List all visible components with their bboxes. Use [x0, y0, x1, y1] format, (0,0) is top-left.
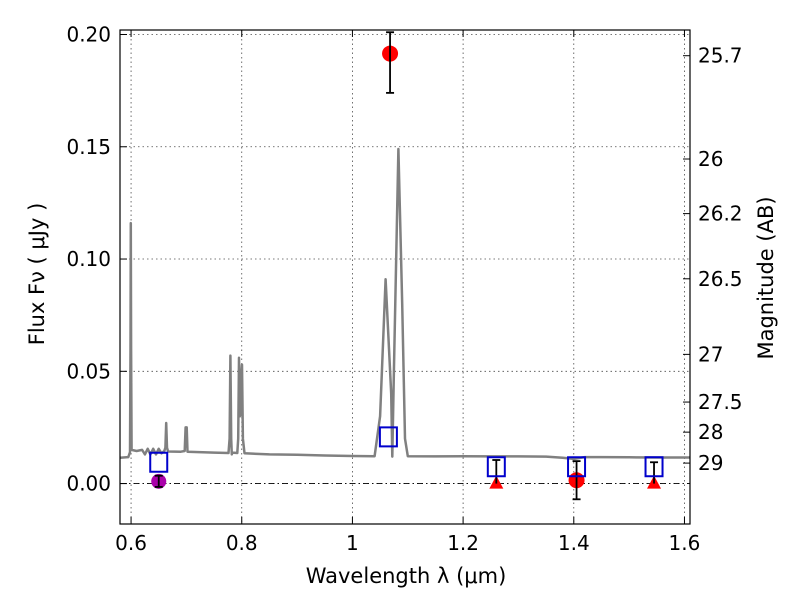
x-tick-label: 1.2: [447, 531, 479, 555]
model-photometry-square: [644, 456, 664, 478]
x-axis-label: Wavelength λ (μm): [306, 564, 507, 588]
magnitude-tick-label: 26: [698, 147, 723, 171]
x-tick-label: 1.4: [558, 531, 590, 555]
magnitude-tick-label: 27.5: [698, 390, 743, 414]
magnitude-axis-label: Magnitude (AB): [754, 196, 778, 359]
y-tick-label: 0.20: [66, 22, 111, 46]
grid-lines: [120, 30, 690, 524]
x-tick-label: 0.8: [226, 531, 258, 555]
magnitude-tick-label: 26.5: [698, 267, 743, 291]
magnitude-tick-label: 28: [698, 420, 723, 444]
magnitude-tick-label: 26.2: [698, 202, 743, 226]
model-spectrum-line: [119, 147, 690, 461]
x-tick-label: 1.6: [669, 531, 701, 555]
x-tick-label: 0.6: [115, 531, 147, 555]
magnitude-tick-label: 27: [698, 342, 723, 366]
y-tick-label: 0.10: [66, 247, 111, 271]
model-photometry-square: [567, 456, 587, 478]
plot-frame: [119, 29, 691, 525]
photometry-points: [149, 31, 664, 501]
y-tick-label: 0.15: [66, 135, 111, 159]
model-photometry-square: [149, 451, 169, 473]
y-tick-label: 0.05: [66, 359, 111, 383]
model-photometry-square: [378, 426, 398, 448]
magnitude-tick-label: 25.7: [698, 44, 743, 68]
y-tick-label: 0.00: [66, 472, 111, 496]
y-axis-label: Flux Fν ( μJy ): [25, 203, 49, 346]
x-tick-label: 1: [346, 531, 359, 555]
model-photometry-square: [486, 456, 506, 478]
magnitude-tick-label: 29: [698, 451, 723, 475]
axis-ticks: 0.6 0.8 1 1.2 1.4 1.6 0.00 0.05 0.10 0.15 0.20 25.7…: [66, 22, 742, 555]
